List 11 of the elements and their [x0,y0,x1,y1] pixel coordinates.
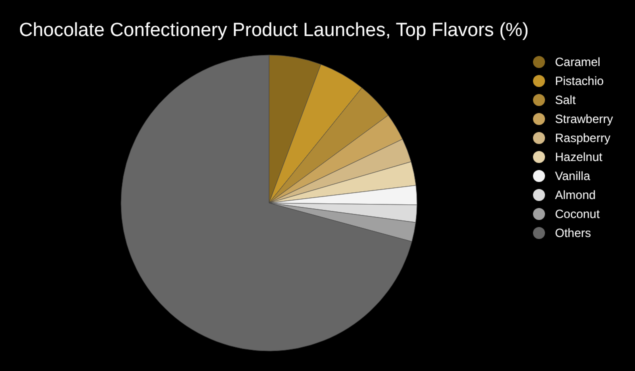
legend-label: Almond [554,188,596,202]
legend-label: Strawberry [554,112,613,126]
legend-label: Vanilla [554,169,590,183]
legend-label: Hazelnut [554,150,602,164]
legend-label: Salt [554,93,576,107]
chart-title: Chocolate Confectionery Product Launches, Top Flavors (%) [18,19,530,41]
legend-label: Coconut [554,207,600,221]
legend-label: Pistachio [554,74,604,88]
legend-label: Caramel [554,55,600,69]
legend-label: Raspberry [554,131,610,145]
legend-label: Others [554,226,591,240]
